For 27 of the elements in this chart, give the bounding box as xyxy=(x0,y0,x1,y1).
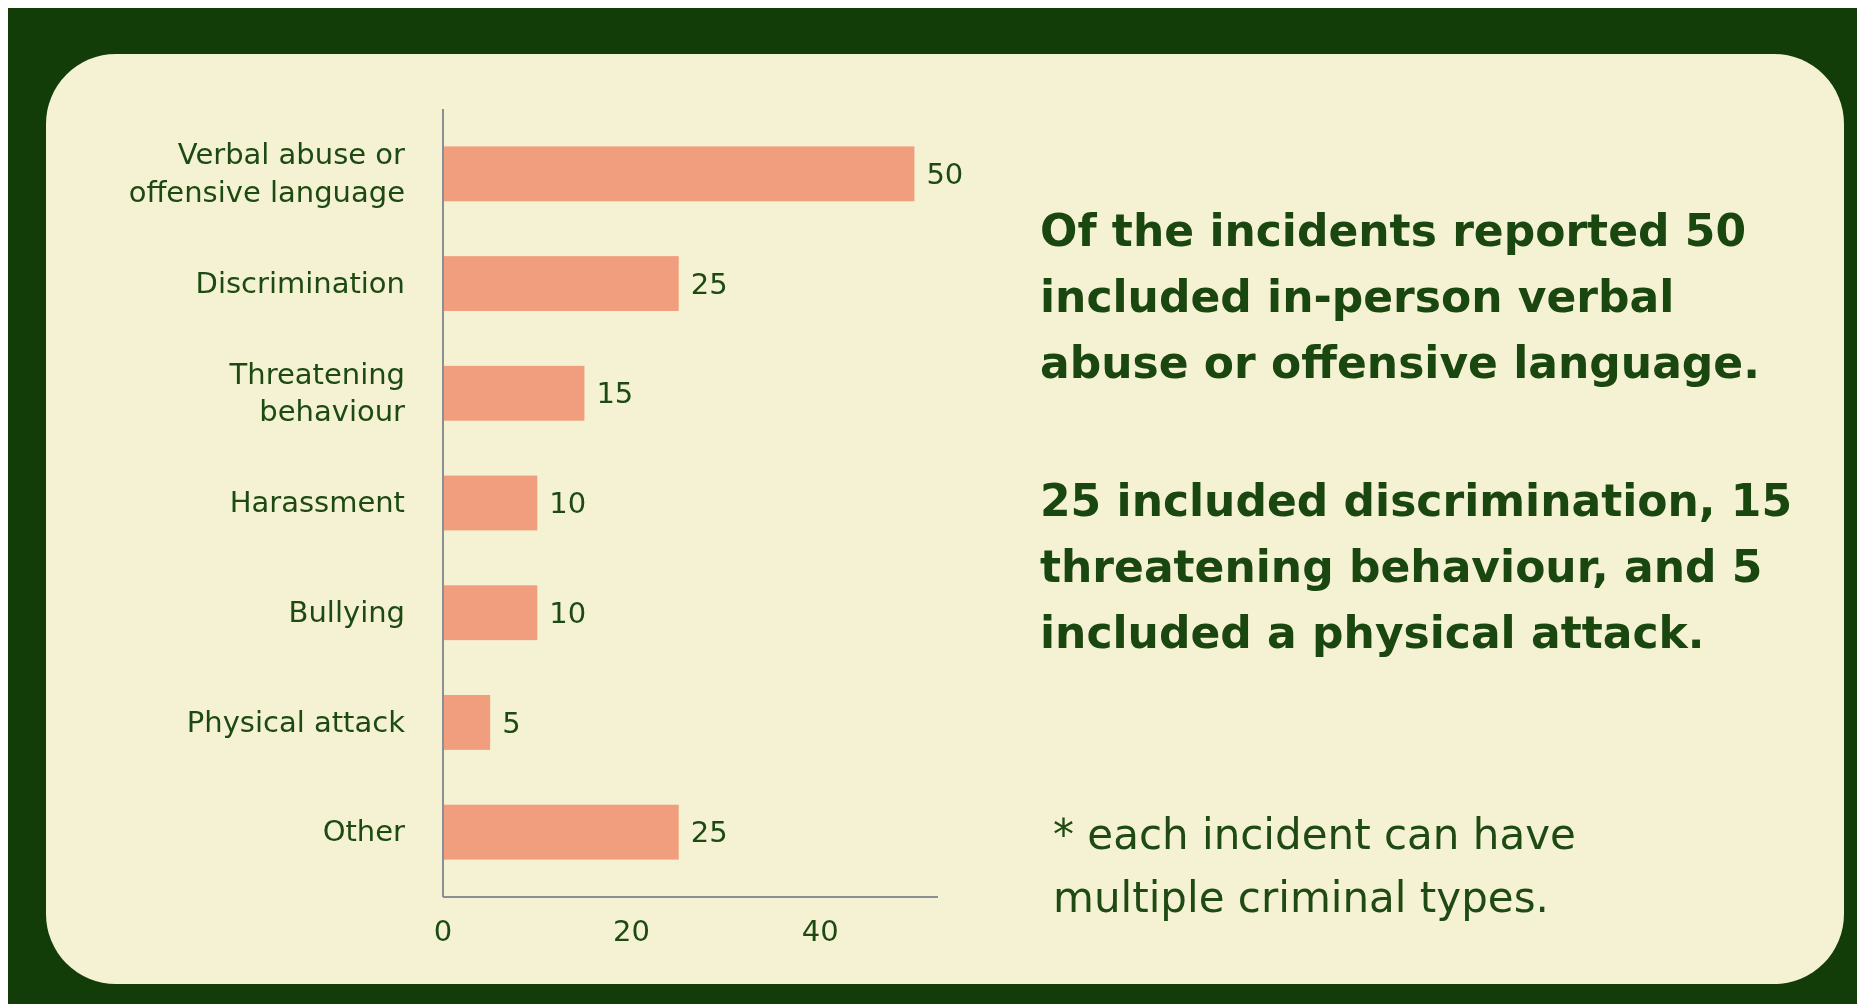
bar xyxy=(443,146,915,202)
data-label: 50 xyxy=(926,157,964,192)
data-label: 5 xyxy=(502,705,521,740)
y-tick-label: Bullying xyxy=(288,593,405,631)
data-label: 25 xyxy=(690,266,728,301)
bar xyxy=(443,804,679,860)
y-tick-label: Threatening behaviour xyxy=(228,355,405,431)
bar xyxy=(443,585,538,641)
text: 25 included discrimination, 15 threatening behaviour, and 5 included a physical attack. xyxy=(1040,474,1794,660)
data-label: 10 xyxy=(549,486,587,521)
y-tick-label: Discrimination xyxy=(195,264,405,302)
text: * each incident can have multiple criminal types. xyxy=(1053,809,1577,924)
bar xyxy=(443,695,491,750)
text: Of the incidents reported 50 included in-person verbal abuse or offensive language. xyxy=(1040,204,1761,390)
y-tick-label: Harassment xyxy=(229,484,405,522)
data-label: 10 xyxy=(549,595,587,630)
bar xyxy=(443,475,538,531)
data-label: 25 xyxy=(690,815,728,850)
y-tick-label: Other xyxy=(322,813,405,851)
bar xyxy=(443,256,679,311)
x-tick-label: 40 xyxy=(801,914,839,948)
y-tick-label: Physical attack xyxy=(186,703,405,741)
x-tick-label: 20 xyxy=(613,914,651,948)
y-tick-label: Verbal abuse or offensive language xyxy=(127,136,405,211)
x-tick-label: 0 xyxy=(433,914,453,948)
bar xyxy=(443,365,585,421)
data-label: 15 xyxy=(596,376,634,411)
